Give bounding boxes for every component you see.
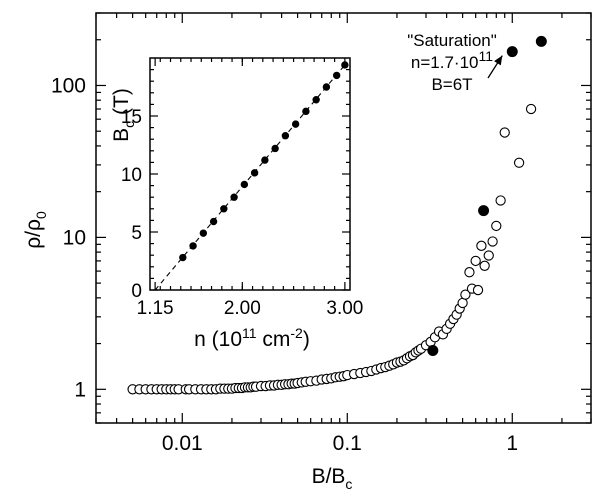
data-point-filled [427,345,439,357]
annotation-saturation: "Saturation" [407,31,497,50]
data-point-filled [478,205,490,217]
data-point-open [499,127,510,138]
data-point-open [495,195,506,206]
data-point-open [487,236,498,247]
inset-ticks: 1.15 2.00 3.00 0 5 10 15 [121,58,363,319]
inset-data-point [281,132,290,140]
data-point-filled [506,46,518,58]
inset-y-axis-title: Bc (T) [110,88,137,142]
inset-x-tick-label: 1.15 [137,298,174,319]
data-point-open [464,267,475,278]
annotation-field: B=6T [431,75,472,94]
main-annotations: "Saturation"n=1.7·1011 B=6T [407,31,503,94]
data-point-open [479,260,490,271]
data-point-open [470,255,481,267]
data-point-open [460,289,471,300]
data-point-filled [535,35,547,47]
inset-data-point [209,217,218,226]
inset-x-tick-label: 3.00 [326,298,363,319]
inset-x-tick-label: 2.00 [224,298,261,319]
inset-fit-line [154,64,346,291]
data-point-open [525,103,537,115]
inset-y-tick-label: 5 [131,223,142,244]
inset-data-point [189,242,197,250]
inset-data-point [302,107,310,116]
main-points [127,35,547,395]
inset-data-point [322,83,331,91]
inset-x-axis-title: n (1011 cm-2) [194,325,310,351]
inset-points [154,61,349,291]
inset-data-point [179,253,187,262]
inset-y-tick-label: 0 [131,281,142,302]
inset-data-point [312,96,320,104]
annotation-arrowhead [494,55,503,66]
x-tick-label: 0.01 [162,432,203,455]
y-tick-label: 1 [74,378,86,401]
x-tick-label: 1 [506,432,518,455]
data-point-open [476,240,487,251]
data-point-open [483,250,494,261]
inset-data-point [271,144,279,153]
inset-data-point [332,71,341,80]
data-point-open [472,284,484,296]
x-axis-title: B/Bc [312,465,353,492]
inset-data-point [261,156,269,164]
inset-data-point [250,169,259,177]
annotation-density: n=1.7·1011 [411,48,493,72]
inset-y-tick-label: 15 [121,107,142,128]
inset-y-tick-label: 10 [121,165,142,186]
data-point-open [457,297,468,309]
y-tick-label: 100 [51,74,86,97]
inset-data-point [220,205,228,213]
main-plot-frame [95,12,592,424]
inset-data-point [291,120,300,128]
inset-data-point [240,180,249,189]
data-point-open [491,220,502,232]
data-point-open [513,157,525,168]
inset-data-point [341,61,349,69]
x-tick-label: 0.1 [333,432,362,455]
y-axis-title: ρ/ρ0 [22,211,49,249]
inset-data-point [230,193,238,201]
y-tick-label: 10 [63,226,86,249]
inset-data-point [199,229,208,237]
